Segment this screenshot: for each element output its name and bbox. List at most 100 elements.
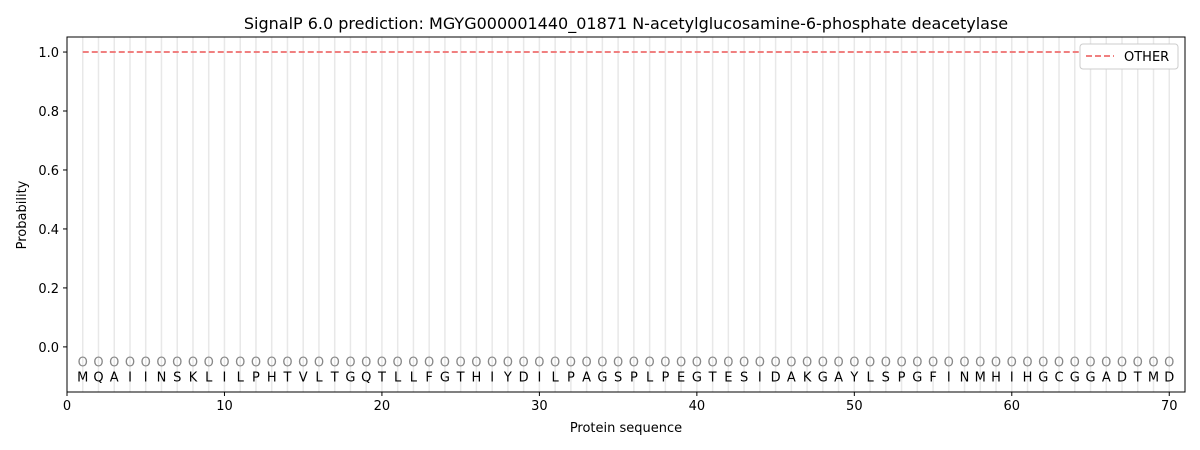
residue-label: G bbox=[597, 370, 607, 385]
residue-label: I bbox=[947, 370, 951, 385]
residue-label: T bbox=[1133, 370, 1142, 385]
residue-label: M bbox=[975, 370, 986, 385]
region-label: O bbox=[1101, 356, 1111, 371]
region-label: O bbox=[109, 356, 119, 371]
residue-label: P bbox=[252, 370, 260, 385]
residue-label: L bbox=[552, 370, 560, 385]
residue-label: P bbox=[567, 370, 575, 385]
region-label: O bbox=[1038, 356, 1048, 371]
region-label: O bbox=[1054, 356, 1064, 371]
region-label: O bbox=[849, 356, 859, 371]
chart-title: SignalP 6.0 prediction: MGYG000001440_01… bbox=[244, 14, 1008, 34]
residue-label: P bbox=[661, 370, 669, 385]
residue-label: I bbox=[144, 370, 148, 385]
y-tick-label: 0.6 bbox=[38, 164, 59, 179]
residue-label: I bbox=[537, 370, 541, 385]
residue-label: P bbox=[630, 370, 638, 385]
x-tick-label: 70 bbox=[1161, 399, 1178, 414]
region-label: O bbox=[93, 356, 103, 371]
region-label: O bbox=[881, 356, 891, 371]
residue-label: V bbox=[299, 370, 308, 385]
residue-label: S bbox=[882, 370, 890, 385]
region-label: O bbox=[676, 356, 686, 371]
residue-label: Q bbox=[93, 370, 103, 385]
region-label: O bbox=[1133, 356, 1143, 371]
residue-label: I bbox=[223, 370, 227, 385]
region-label: O bbox=[928, 356, 938, 371]
x-tick-label: 20 bbox=[374, 399, 391, 414]
x-tick-label: 10 bbox=[216, 399, 233, 414]
region-label: O bbox=[786, 356, 796, 371]
residue-label: T bbox=[456, 370, 465, 385]
x-tick-label: 40 bbox=[689, 399, 706, 414]
region-label: O bbox=[393, 356, 403, 371]
region-label: O bbox=[377, 356, 387, 371]
residue-label: T bbox=[708, 370, 717, 385]
residue-label: M bbox=[1148, 370, 1159, 385]
residue-label: I bbox=[758, 370, 762, 385]
residue-label: N bbox=[157, 370, 167, 385]
residue-label: H bbox=[1023, 370, 1033, 385]
region-label: O bbox=[692, 356, 702, 371]
x-axis-label: Protein sequence bbox=[570, 421, 682, 436]
residue-label: D bbox=[1164, 370, 1174, 385]
residue-label: D bbox=[519, 370, 529, 385]
residue-label: K bbox=[803, 370, 812, 385]
residue-label: H bbox=[472, 370, 482, 385]
residue-label: A bbox=[787, 370, 796, 385]
region-label: O bbox=[172, 356, 182, 371]
residue-label: T bbox=[330, 370, 339, 385]
residue-label: A bbox=[582, 370, 591, 385]
y-tick-label: 1.0 bbox=[38, 46, 59, 61]
residue-label: F bbox=[929, 370, 936, 385]
region-label: O bbox=[298, 356, 308, 371]
residue-label: G bbox=[1038, 370, 1048, 385]
y-tick-label: 0.8 bbox=[38, 105, 59, 120]
region-label: O bbox=[282, 356, 292, 371]
residue-label: I bbox=[128, 370, 132, 385]
region-label: O bbox=[251, 356, 261, 371]
residue-label: Y bbox=[503, 370, 512, 385]
region-label: O bbox=[1117, 356, 1127, 371]
region-label: O bbox=[739, 356, 749, 371]
region-label: O bbox=[629, 356, 639, 371]
region-label: O bbox=[613, 356, 623, 371]
region-label: O bbox=[833, 356, 843, 371]
residue-label: Q bbox=[361, 370, 371, 385]
region-label: O bbox=[471, 356, 481, 371]
region-label: O bbox=[959, 356, 969, 371]
region-label: O bbox=[424, 356, 434, 371]
y-tick-label: 0.2 bbox=[38, 282, 59, 297]
region-label: O bbox=[219, 356, 229, 371]
residue-label: E bbox=[724, 370, 732, 385]
residue-label: L bbox=[205, 370, 213, 385]
residue-label: S bbox=[173, 370, 181, 385]
residue-label: G bbox=[1085, 370, 1095, 385]
residue-label: T bbox=[377, 370, 386, 385]
region-label: O bbox=[267, 356, 277, 371]
x-tick-label: 60 bbox=[1004, 399, 1021, 414]
residue-label: L bbox=[866, 370, 874, 385]
residue-label: G bbox=[818, 370, 828, 385]
residue-label: D bbox=[771, 370, 781, 385]
region-label: O bbox=[408, 356, 418, 371]
residue-label: S bbox=[614, 370, 622, 385]
y-tick-label: 0.0 bbox=[38, 341, 59, 356]
region-label: O bbox=[204, 356, 214, 371]
residue-label: T bbox=[282, 370, 291, 385]
residue-label: G bbox=[692, 370, 702, 385]
region-label: O bbox=[723, 356, 733, 371]
residue-label: L bbox=[315, 370, 323, 385]
residue-label: G bbox=[345, 370, 355, 385]
plot-frame bbox=[66, 36, 1186, 393]
x-tick-label: 50 bbox=[846, 399, 863, 414]
region-label: O bbox=[755, 356, 765, 371]
residue-label: H bbox=[991, 370, 1001, 385]
region-label: O bbox=[235, 356, 245, 371]
region-label: O bbox=[314, 356, 324, 371]
x-tick-label: 30 bbox=[531, 399, 548, 414]
residue-label: K bbox=[189, 370, 198, 385]
region-label: O bbox=[818, 356, 828, 371]
x-tick-label: 0 bbox=[63, 399, 71, 414]
